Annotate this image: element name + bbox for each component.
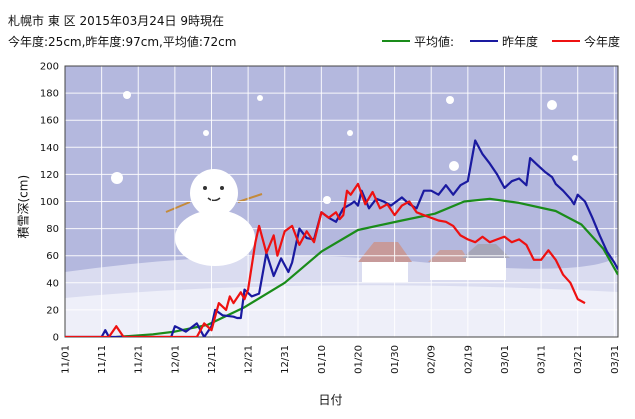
y-tick-label: 60 <box>46 251 59 262</box>
x-tick-label: 12/31 <box>280 345 291 374</box>
y-tick-label: 0 <box>53 333 59 344</box>
chart-title: 札幌市 東 区 2015年03月24日 9時現在 <box>8 14 224 28</box>
y-tick-label: 140 <box>40 143 59 154</box>
x-tick-label: 03/01 <box>500 345 511 374</box>
x-tick-label: 12/11 <box>207 345 218 374</box>
series-line-average <box>116 197 618 337</box>
x-tick-label: 03/31 <box>610 345 621 374</box>
y-tick-label: 180 <box>40 89 59 100</box>
x-tick-label: 12/21 <box>244 345 255 374</box>
x-tick-label: 12/01 <box>170 345 181 374</box>
x-tick-label: 11/01 <box>61 345 72 374</box>
y-tick-label: 120 <box>40 170 59 181</box>
y-tick-label: 20 <box>46 305 59 316</box>
y-tick-label: 40 <box>46 278 59 289</box>
x-tick-label: 01/10 <box>317 345 328 374</box>
x-tick-label: 02/09 <box>427 345 438 374</box>
y-tick-label: 80 <box>46 224 59 235</box>
x-tick-label: 11/11 <box>97 345 108 374</box>
x-tick-label: 03/11 <box>537 345 548 374</box>
plot-frame <box>64 65 619 338</box>
x-tick-label: 11/21 <box>134 345 145 374</box>
x-tick-label: 01/20 <box>353 345 364 374</box>
series-lines <box>65 139 618 337</box>
y-tick-label: 160 <box>40 116 59 127</box>
legend-label-last-season: 昨年度 <box>502 35 539 49</box>
series-line-last-season <box>65 139 618 337</box>
x-tick-label: 02/19 <box>463 345 474 374</box>
snowman-illustration <box>165 169 263 266</box>
y-tick-label: 200 <box>40 62 59 73</box>
legend-swatch-average <box>382 40 410 42</box>
y-tick-label: 100 <box>40 197 59 208</box>
axes: 0 20 40 60 80 100 120 140 160 180 200 11/01 11/11 11/… <box>40 62 621 374</box>
legend-label-this-season: 今年度 <box>584 35 621 49</box>
x-axis-label: 日付 <box>318 393 343 407</box>
x-tick-label: 01/30 <box>390 345 401 374</box>
legend-swatch-last-season <box>470 40 498 42</box>
legend-label-average: 平均値: <box>414 35 455 49</box>
legend-swatch-this-season <box>552 40 580 42</box>
x-tick-label: 03/21 <box>573 345 584 374</box>
chart-subtitle: 今年度:25cm,昨年度:97cm,平均値:72cm <box>8 35 237 49</box>
series-line-this-season <box>65 182 586 337</box>
